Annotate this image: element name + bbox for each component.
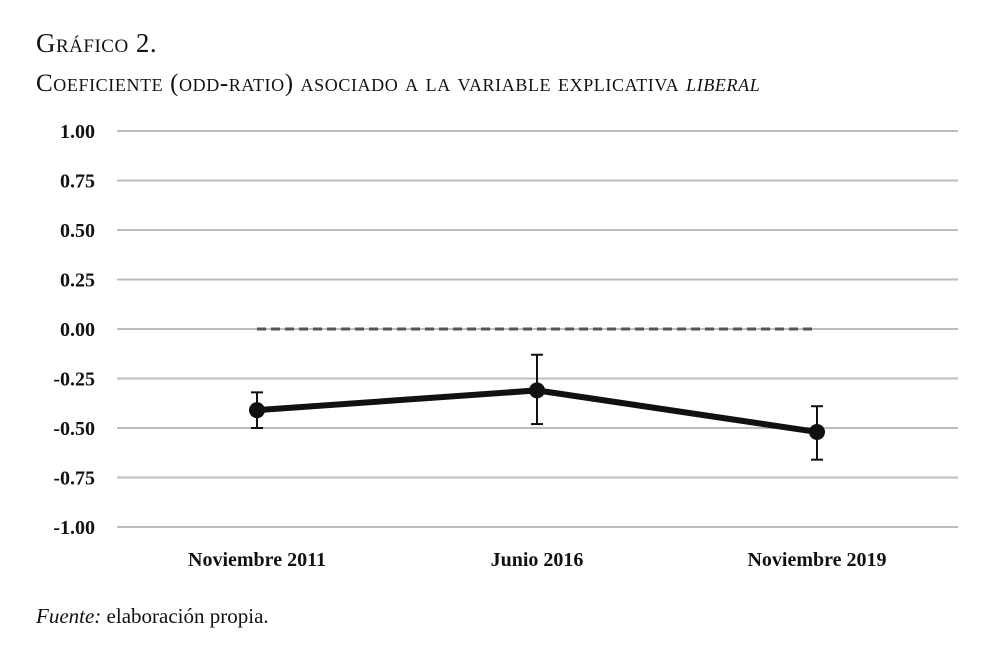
x-tick-label: Junio 2016 bbox=[491, 549, 584, 571]
y-tick-label: -0.25 bbox=[53, 369, 95, 391]
source-label: Fuente: bbox=[36, 604, 102, 628]
y-tick-label: -0.75 bbox=[53, 468, 95, 490]
y-tick-label: 1.00 bbox=[60, 121, 95, 143]
source-text: elaboración propia. bbox=[101, 604, 269, 628]
data-point bbox=[529, 382, 545, 399]
y-tick-label: 0.25 bbox=[60, 270, 95, 292]
figure-number: Gráfico 2. bbox=[36, 28, 158, 58]
data-point bbox=[249, 402, 265, 419]
y-tick-label: 0.75 bbox=[60, 171, 95, 193]
x-axis-ticks: Noviembre 2011 Junio 2016 Noviembre 2019 bbox=[188, 549, 887, 571]
chart-title-variable: liberal bbox=[686, 70, 761, 97]
y-tick-label: -0.50 bbox=[53, 418, 95, 440]
x-tick-label: Noviembre 2011 bbox=[188, 549, 326, 571]
x-tick-label: Noviembre 2019 bbox=[747, 549, 886, 571]
data-point bbox=[809, 423, 825, 440]
chart-title: Coeficiente (odd-ratio) asociado a la va… bbox=[36, 70, 760, 98]
y-tick-label: 0.00 bbox=[60, 319, 95, 341]
chart-title-text: Coeficiente (odd-ratio) asociado a la va… bbox=[36, 70, 687, 97]
y-tick-label: -1.00 bbox=[53, 517, 95, 539]
y-tick-label: 0.50 bbox=[60, 220, 95, 242]
y-axis-ticks: 1.00 0.75 0.50 0.25 0.00 -0.25 -0.50 -0.75 -1.00 bbox=[53, 121, 95, 539]
source-note: Fuente: elaboración propia. bbox=[36, 604, 269, 629]
data-points bbox=[249, 382, 825, 440]
